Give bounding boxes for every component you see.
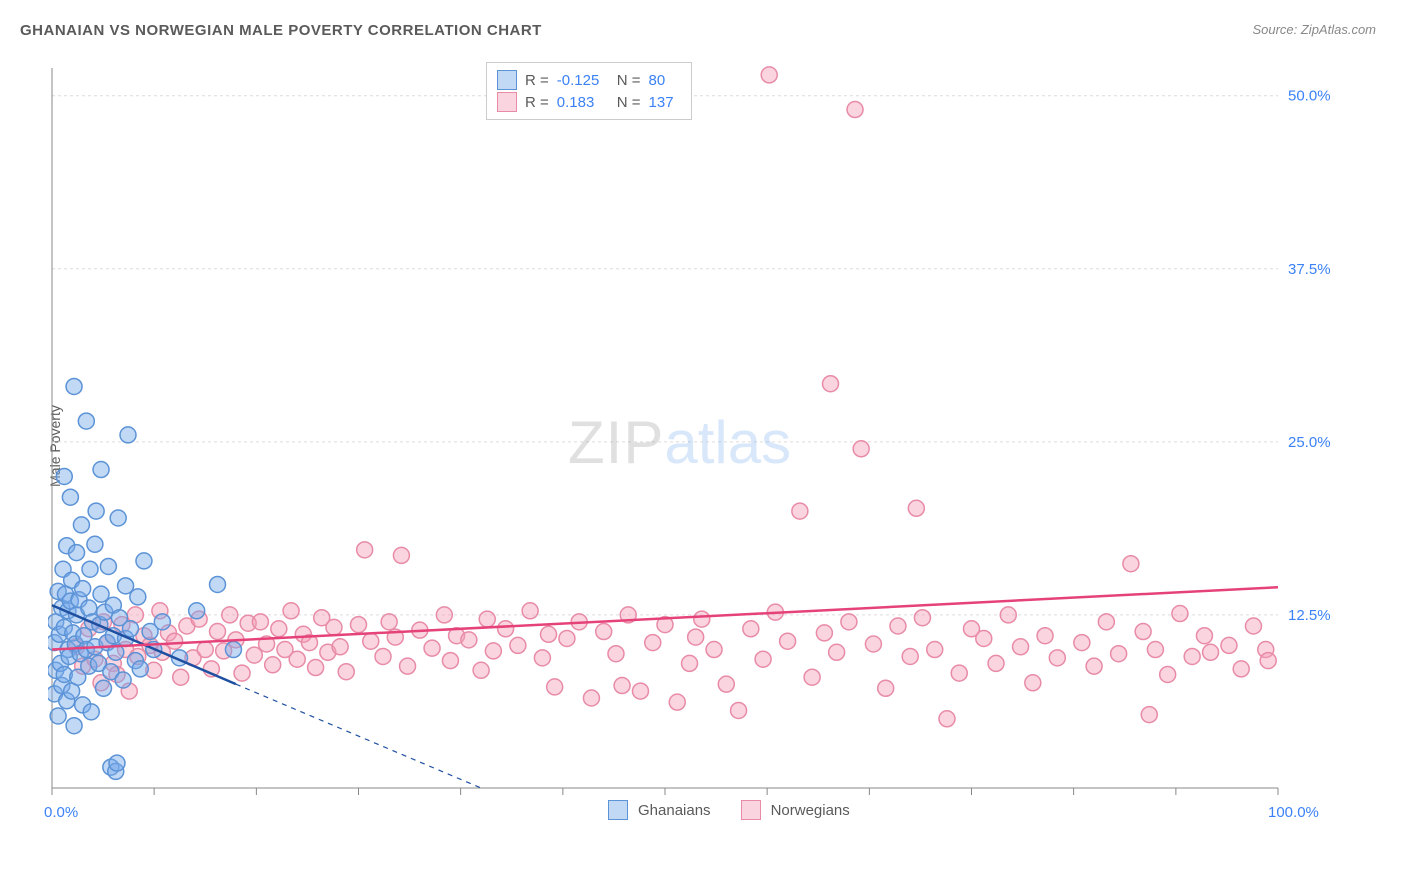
legend-swatch-ghanaians bbox=[497, 70, 517, 90]
chart-container: GHANAIAN VS NORWEGIAN MALE POVERTY CORRE… bbox=[0, 0, 1406, 892]
svg-text:37.5%: 37.5% bbox=[1288, 261, 1331, 278]
r-value-1: 0.183 bbox=[557, 94, 609, 111]
n-label-1: N = bbox=[617, 94, 641, 111]
scatter-plot: 12.5%25.0%37.5%50.0% ZIPatlas R = -0.125… bbox=[48, 58, 1338, 828]
chart-svg: 12.5% 25.0% 37.5% 50.0% bbox=[48, 58, 1338, 828]
source-label: Source: ZipAtlas.com bbox=[1252, 22, 1376, 37]
n-value-1: 137 bbox=[649, 94, 681, 111]
legend-swatch-norwegians bbox=[497, 92, 517, 112]
x-axis-min-label: 0.0% bbox=[44, 804, 78, 821]
r-label-0: R = bbox=[525, 72, 549, 89]
series-legend-item-norwegians: Norwegians bbox=[741, 800, 850, 820]
n-label-0: N = bbox=[617, 72, 641, 89]
r-label-1: R = bbox=[525, 94, 549, 111]
legend-swatch-norwegians-icon bbox=[741, 800, 761, 820]
n-value-0: 80 bbox=[649, 72, 681, 89]
stats-legend-row-ghanaians: R = -0.125 N = 80 bbox=[497, 69, 681, 91]
series-label-1: Norwegians bbox=[771, 802, 850, 819]
series-label-0: Ghanaians bbox=[638, 802, 711, 819]
stats-legend-row-norwegians: R = 0.183 N = 137 bbox=[497, 91, 681, 113]
svg-text:50.0%: 50.0% bbox=[1288, 88, 1331, 105]
stats-legend: R = -0.125 N = 80 R = 0.183 N = 137 bbox=[486, 62, 692, 120]
svg-text:25.0%: 25.0% bbox=[1288, 434, 1331, 451]
r-value-0: -0.125 bbox=[557, 72, 609, 89]
series-legend-item-ghanaians: Ghanaians bbox=[608, 800, 711, 820]
legend-swatch-ghanaians-icon bbox=[608, 800, 628, 820]
x-axis-max-label: 100.0% bbox=[1268, 804, 1319, 821]
svg-text:12.5%: 12.5% bbox=[1288, 607, 1331, 624]
chart-title: GHANAIAN VS NORWEGIAN MALE POVERTY CORRE… bbox=[20, 22, 542, 39]
series-legend: Ghanaians Norwegians bbox=[608, 800, 850, 820]
